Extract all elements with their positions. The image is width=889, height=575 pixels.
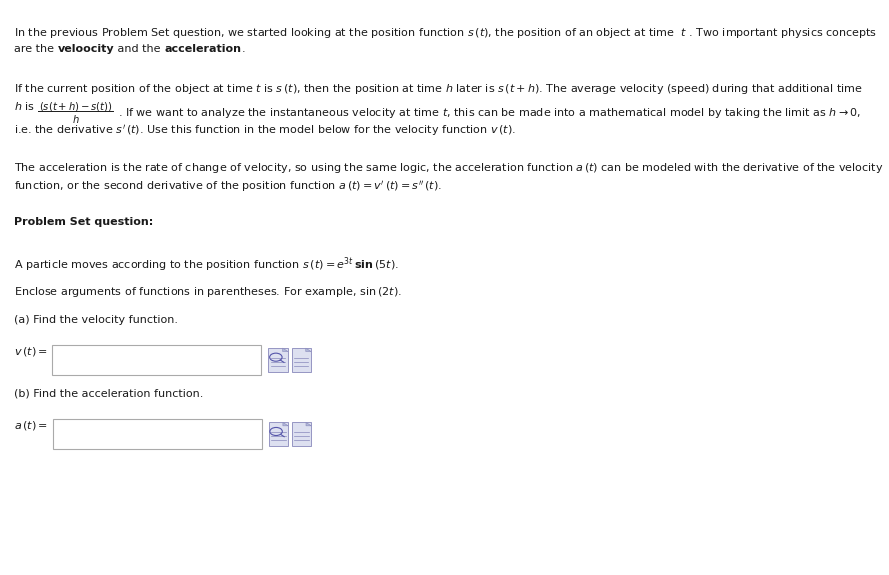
- Text: and the: and the: [115, 44, 164, 54]
- Text: $(s(t+h)-s(t))$: $(s(t+h)-s(t))$: [39, 100, 113, 113]
- Text: .: .: [241, 44, 245, 54]
- Bar: [52, 345, 261, 375]
- Text: . If we want to analyze the instantaneous velocity at time $t$, this can be made: . If we want to analyze the instantaneou…: [118, 106, 861, 120]
- Text: The acceleration is the rate of change of velocity, so using the same logic, the: The acceleration is the rate of change o…: [14, 161, 884, 175]
- Text: (a) Find the velocity function.: (a) Find the velocity function.: [14, 315, 178, 324]
- Text: A particle moves according to the position function $s\,(t) = e^{3t}\,\mathbf{si: A particle moves according to the positi…: [14, 255, 399, 274]
- Text: i.e. the derivative $s'\,(t)$. Use this function in the model below for the velo: i.e. the derivative $s'\,(t)$. Use this …: [14, 123, 517, 138]
- FancyBboxPatch shape: [268, 423, 288, 446]
- Text: Enclose arguments of functions in parentheses. For example, $\mathrm{sin}\,(2t)$: Enclose arguments of functions in parent…: [14, 285, 402, 299]
- Text: acceleration: acceleration: [164, 44, 241, 54]
- Polygon shape: [306, 348, 311, 351]
- Bar: [52, 419, 261, 449]
- Text: In the previous Problem Set question, we started looking at the position functio: In the previous Problem Set question, we…: [14, 26, 877, 40]
- Text: are the: are the: [14, 44, 58, 54]
- FancyBboxPatch shape: [292, 423, 311, 446]
- Polygon shape: [283, 423, 288, 426]
- Text: If the current position of the object at time $t$ is $s\,(t)$, then the position: If the current position of the object at…: [14, 82, 863, 96]
- Text: veloocity: veloocity: [58, 44, 115, 54]
- Text: $v\,(t) =$: $v\,(t) =$: [14, 345, 48, 358]
- Text: $h$ is: $h$ is: [14, 100, 36, 112]
- Polygon shape: [306, 423, 311, 426]
- Text: (b) Find the acceleration function.: (b) Find the acceleration function.: [14, 389, 204, 399]
- Text: $h$: $h$: [72, 113, 79, 125]
- Text: $a\,(t) =$: $a\,(t) =$: [14, 419, 48, 432]
- FancyBboxPatch shape: [292, 348, 311, 372]
- Text: function, or the second derivative of the position function $a\,(t) = v'\,(t) = : function, or the second derivative of th…: [14, 179, 442, 194]
- Text: Problem Set question:: Problem Set question:: [14, 217, 154, 227]
- FancyBboxPatch shape: [268, 348, 288, 372]
- Polygon shape: [283, 348, 288, 351]
